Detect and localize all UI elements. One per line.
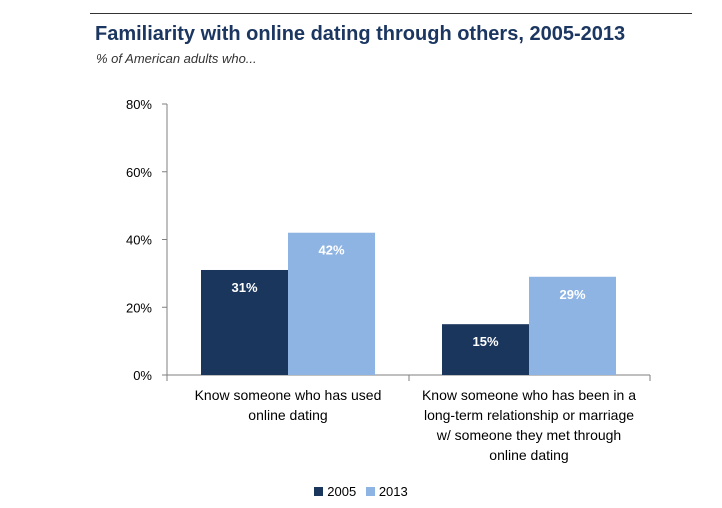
y-tick-label: 80% (126, 97, 152, 112)
legend-label-2013: 2013 (378, 484, 408, 499)
y-tick-label: 40% (126, 233, 152, 248)
x-category-label: Know someone who has been in a (422, 387, 636, 403)
bar-2013 (529, 276, 616, 375)
legend-swatch-2005 (314, 487, 324, 496)
bar-2005 (201, 269, 288, 375)
chart-title: Familiarity with online dating through o… (95, 23, 626, 45)
legend: 2005 2013 (0, 484, 722, 499)
data-label-2005: 15% (472, 334, 498, 349)
legend-label-2005: 2005 (327, 484, 357, 499)
legend-item-2013: 2013 (365, 484, 408, 499)
bar-2005 (442, 324, 529, 375)
x-category-label: long-term relationship or marriage (424, 407, 634, 423)
y-tick-label: 60% (126, 165, 152, 180)
legend-swatch-2013 (365, 487, 375, 496)
legend-item-2005: 2005 (314, 484, 356, 499)
x-category-label: online dating (248, 407, 327, 423)
x-category-label: Know someone who has used (195, 387, 382, 403)
x-category-label: online dating (489, 447, 568, 463)
bar-2013 (288, 232, 375, 375)
chart-subtitle: % of American adults who... (96, 51, 257, 66)
top-rule (90, 13, 692, 14)
y-tick-label: 0% (133, 368, 152, 383)
x-category-label: w/ someone they met through (436, 427, 621, 443)
data-label-2013: 29% (559, 287, 585, 302)
y-tick-label: 20% (126, 300, 152, 315)
data-label-2013: 42% (318, 243, 344, 258)
data-label-2005: 31% (231, 280, 257, 295)
